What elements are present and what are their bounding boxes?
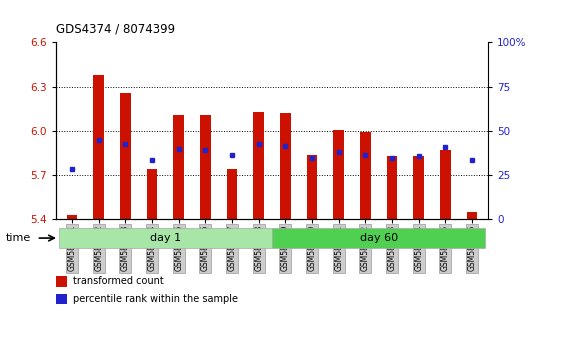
Text: day 60: day 60 <box>360 233 398 243</box>
Bar <box>120 93 131 219</box>
Bar <box>94 75 104 219</box>
Bar <box>200 115 211 219</box>
Bar <box>307 155 318 219</box>
Bar <box>173 115 184 219</box>
Bar <box>360 132 371 219</box>
Text: percentile rank within the sample: percentile rank within the sample <box>73 294 238 304</box>
Text: day 1: day 1 <box>150 233 181 243</box>
Text: GDS4374 / 8074399: GDS4374 / 8074399 <box>56 22 175 35</box>
Bar <box>147 169 158 219</box>
Bar <box>67 215 77 219</box>
Bar <box>387 156 397 219</box>
Text: time: time <box>6 233 31 243</box>
Text: transformed count: transformed count <box>73 276 164 286</box>
Bar <box>440 150 450 219</box>
Bar <box>413 156 424 219</box>
Bar <box>333 130 344 219</box>
Bar <box>280 113 291 219</box>
Bar <box>254 112 264 219</box>
Bar <box>227 169 237 219</box>
Bar <box>467 212 477 219</box>
